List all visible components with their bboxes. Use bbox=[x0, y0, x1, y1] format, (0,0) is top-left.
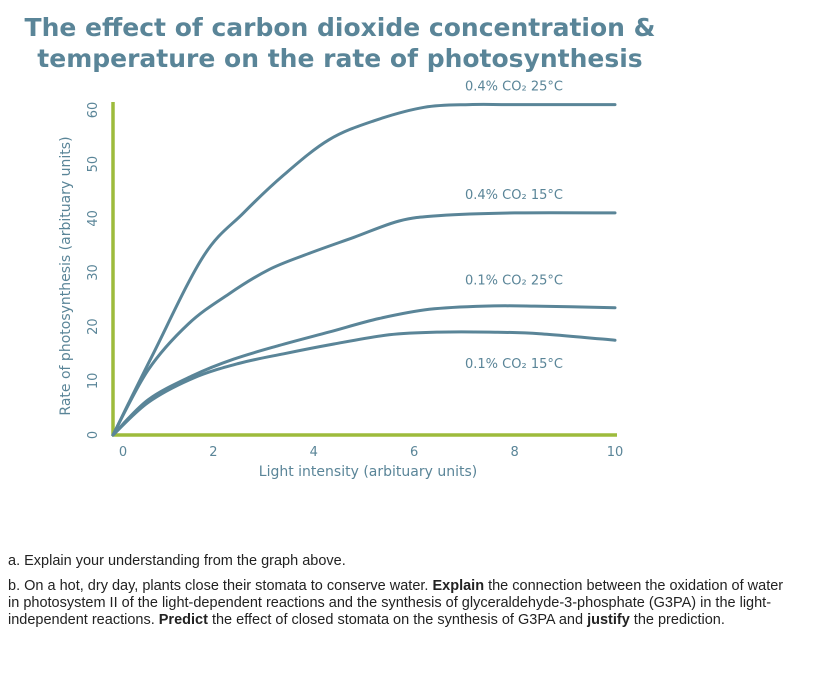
x-axis: 0 2 4 6 8 10 bbox=[112, 433, 624, 460]
questions: a. Explain your understanding from the g… bbox=[8, 553, 798, 637]
question-b-part-3: the connection between the oxidation of … bbox=[8, 578, 784, 628]
question-b-justify: justify bbox=[587, 612, 630, 628]
series-label: 0.1% CO₂ 15°C bbox=[465, 357, 563, 372]
question-b-part-7: the prediction. bbox=[633, 612, 725, 628]
x-tick-label: 6 bbox=[410, 445, 418, 460]
series-label: 0.4% CO₂ 15°C bbox=[465, 188, 563, 203]
question-a: a. Explain your understanding from the g… bbox=[8, 553, 346, 569]
series-line bbox=[111, 211, 617, 437]
chart-title-line-1: The effect of carbon dioxide concentrati… bbox=[24, 13, 656, 42]
y-tick-label: 20 bbox=[86, 318, 101, 335]
y-axis-label: Rate of photosynthesis (arbituary units) bbox=[58, 136, 74, 415]
chart-title-line-2: temperature on the rate of photosynthesi… bbox=[37, 44, 643, 73]
x-tick-label: 10 bbox=[607, 445, 624, 460]
y-tick-label: 30 bbox=[86, 264, 101, 281]
question-b: b. On a hot, dry day, plants close their… bbox=[8, 578, 798, 629]
y-tick-label: 10 bbox=[86, 373, 101, 390]
y-tick-label: 60 bbox=[86, 102, 101, 119]
x-axis-label: Light intensity (arbituary units) bbox=[259, 464, 477, 480]
chart-title: The effect of carbon dioxide concentrati… bbox=[0, 12, 680, 74]
series-label: 0.1% CO₂ 25°C bbox=[465, 274, 563, 289]
question-b-predict: Predict bbox=[158, 612, 208, 628]
y-tick-label: 40 bbox=[86, 210, 101, 227]
y-tick-label: 50 bbox=[86, 156, 101, 173]
x-tick-label: 8 bbox=[510, 445, 518, 460]
question-b-explain: Explain bbox=[432, 578, 485, 594]
y-tick-label: 0 bbox=[86, 431, 101, 439]
series-labels: 0.4% CO₂ 25°C 0.4% CO₂ 15°C 0.1% CO₂ 25°C 0… bbox=[465, 80, 563, 373]
question-b-part-5: the effect of closed stomata on the synt… bbox=[211, 612, 584, 628]
x-tick-label: 2 bbox=[209, 445, 217, 460]
series-lines bbox=[111, 102, 617, 437]
series-line bbox=[111, 330, 617, 437]
y-axis: 0 10 20 30 40 50 60 bbox=[86, 102, 115, 439]
series-line bbox=[111, 304, 617, 437]
series-line bbox=[111, 102, 617, 437]
question-b-part-1: b. On a hot, dry day, plants close their… bbox=[8, 578, 429, 594]
x-tick-label: 0 bbox=[119, 445, 127, 460]
series-label: 0.4% CO₂ 25°C bbox=[465, 80, 563, 95]
x-tick-label: 4 bbox=[310, 445, 318, 460]
